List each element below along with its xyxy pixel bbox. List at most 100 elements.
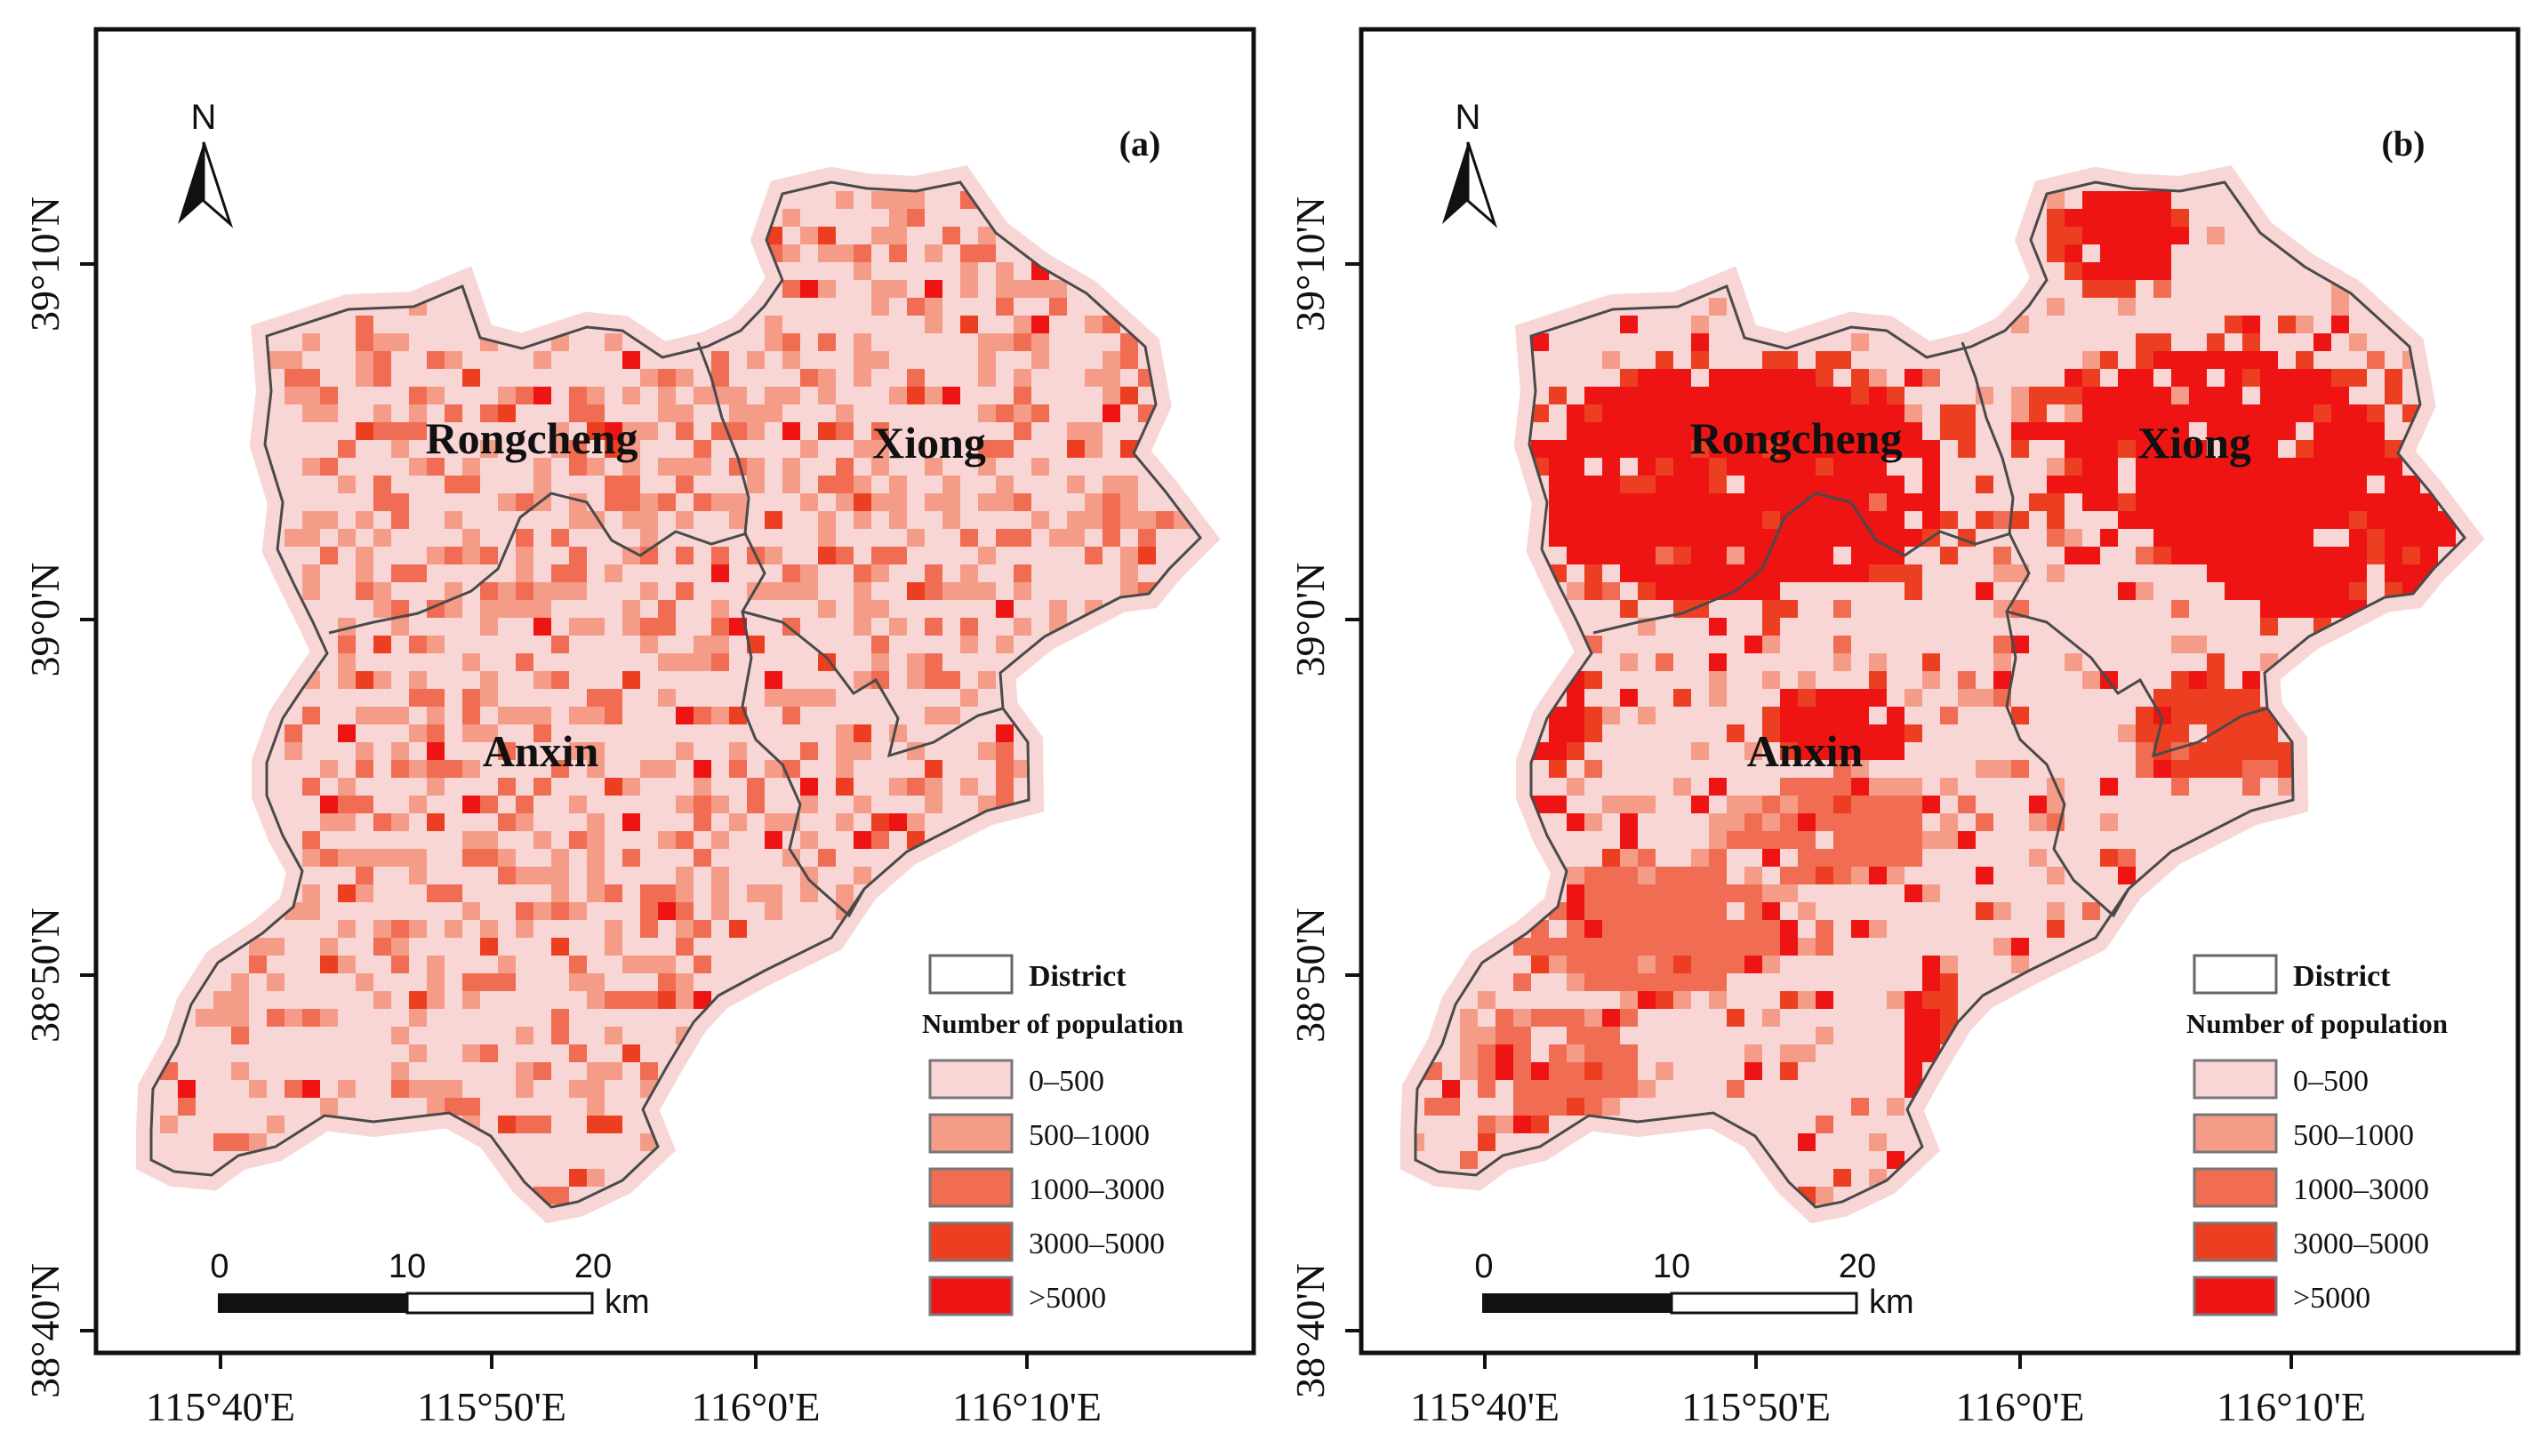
raster-cell xyxy=(2065,209,2082,227)
raster-cell xyxy=(782,333,800,351)
raster-cell xyxy=(1869,564,1887,582)
raster-cell xyxy=(925,653,942,671)
raster-cell xyxy=(2100,262,2118,280)
raster-cell xyxy=(1798,742,1816,760)
raster-cell xyxy=(836,547,854,564)
raster-cell xyxy=(1478,991,1496,1009)
raster-cell xyxy=(1762,458,1780,476)
raster-cell xyxy=(711,493,729,511)
raster-cell xyxy=(1833,440,1851,458)
raster-cell xyxy=(1067,440,1085,458)
raster-cell xyxy=(1727,1080,1744,1098)
raster-cell xyxy=(605,333,622,351)
raster-cell xyxy=(498,493,516,511)
raster-cell xyxy=(1691,582,1709,600)
raster-cell xyxy=(1780,511,1798,529)
raster-cell xyxy=(1922,369,1940,387)
raster-cell xyxy=(1549,1009,1567,1027)
raster-cell xyxy=(2047,476,2065,493)
raster-cell xyxy=(2136,724,2153,742)
region-outline xyxy=(1414,180,2466,1209)
raster-cell xyxy=(1638,369,1656,387)
raster-cell xyxy=(1460,1151,1478,1169)
x-tick-label: 115°50'E xyxy=(1681,1384,1831,1429)
raster-cell xyxy=(1780,707,1798,724)
raster-cell xyxy=(1567,938,1584,956)
raster-cell xyxy=(836,778,854,796)
raster-cell xyxy=(694,387,711,404)
raster-cell xyxy=(676,653,694,671)
raster-cell xyxy=(1531,1116,1549,1133)
raster-cell xyxy=(1940,973,1958,991)
raster-cell xyxy=(782,387,800,404)
raster-cell xyxy=(409,458,427,476)
raster-cell xyxy=(1976,813,1993,831)
raster-cell xyxy=(1709,991,1727,1009)
raster-cell xyxy=(2082,440,2100,458)
raster-cell xyxy=(1887,707,1904,724)
raster-cell xyxy=(1620,813,1638,831)
north-label: N xyxy=(191,98,217,137)
raster-cell xyxy=(800,493,818,511)
raster-cell xyxy=(1531,956,1549,973)
raster-cell xyxy=(1922,991,1940,1009)
raster-cell xyxy=(960,618,978,636)
raster-cell xyxy=(249,938,267,956)
raster-cell xyxy=(1869,547,1887,564)
raster-cell xyxy=(498,582,516,600)
raster-cell xyxy=(1567,440,1584,458)
raster-cell xyxy=(2153,244,2171,262)
raster-cell xyxy=(569,564,587,582)
raster-cell xyxy=(267,938,285,956)
raster-cell xyxy=(2153,280,2171,298)
raster-cell xyxy=(2065,458,2082,476)
raster-cell xyxy=(462,724,480,742)
raster-cell xyxy=(1656,973,1673,991)
raster-cell xyxy=(1816,564,1833,582)
raster-cell xyxy=(516,902,533,920)
raster-cell xyxy=(1602,956,1620,973)
raster-cell xyxy=(2367,529,2385,547)
raster-cell xyxy=(409,404,427,422)
legend-label-4: >5000 xyxy=(2293,1282,2370,1315)
raster-cell xyxy=(1049,529,1067,547)
raster-cell xyxy=(2065,404,2082,422)
raster-cell xyxy=(676,991,694,1009)
raster-cell xyxy=(1709,813,1727,831)
raster-cell xyxy=(996,600,1014,618)
raster-cell xyxy=(462,1098,480,1116)
raster-cell xyxy=(1762,511,1780,529)
raster-cell xyxy=(747,884,765,902)
raster-cell xyxy=(1904,440,1922,458)
raster-cell xyxy=(925,280,942,298)
raster-cell xyxy=(818,369,836,387)
raster-cell xyxy=(1584,387,1602,404)
raster-cell xyxy=(2153,529,2171,547)
legend-swatch-4 xyxy=(928,1276,1014,1316)
raster-cell xyxy=(1780,387,1798,404)
raster-cell xyxy=(1602,529,1620,547)
raster-cell xyxy=(320,1098,338,1116)
raster-cell xyxy=(1602,511,1620,529)
raster-cell xyxy=(765,333,782,351)
raster-cell xyxy=(694,493,711,511)
raster-cell xyxy=(569,582,587,600)
raster-cell xyxy=(2242,369,2260,387)
raster-cell xyxy=(1709,831,1727,849)
raster-cell xyxy=(2100,440,2118,458)
raster-cell xyxy=(2420,511,2438,529)
raster-cell xyxy=(2153,262,2171,280)
raster-cell xyxy=(551,564,569,582)
raster-cell xyxy=(1602,1062,1620,1080)
raster-cell xyxy=(925,760,942,778)
raster-cell xyxy=(1691,333,1709,351)
raster-cell xyxy=(2047,244,2065,262)
raster-cell xyxy=(2207,333,2225,351)
raster-cell xyxy=(2225,316,2242,333)
legend-title: Number of population xyxy=(2186,1008,2448,1039)
raster-cell xyxy=(1691,849,1709,867)
raster-cell xyxy=(907,653,925,671)
raster-cell xyxy=(2118,227,2136,244)
raster-cell xyxy=(1620,1080,1638,1098)
